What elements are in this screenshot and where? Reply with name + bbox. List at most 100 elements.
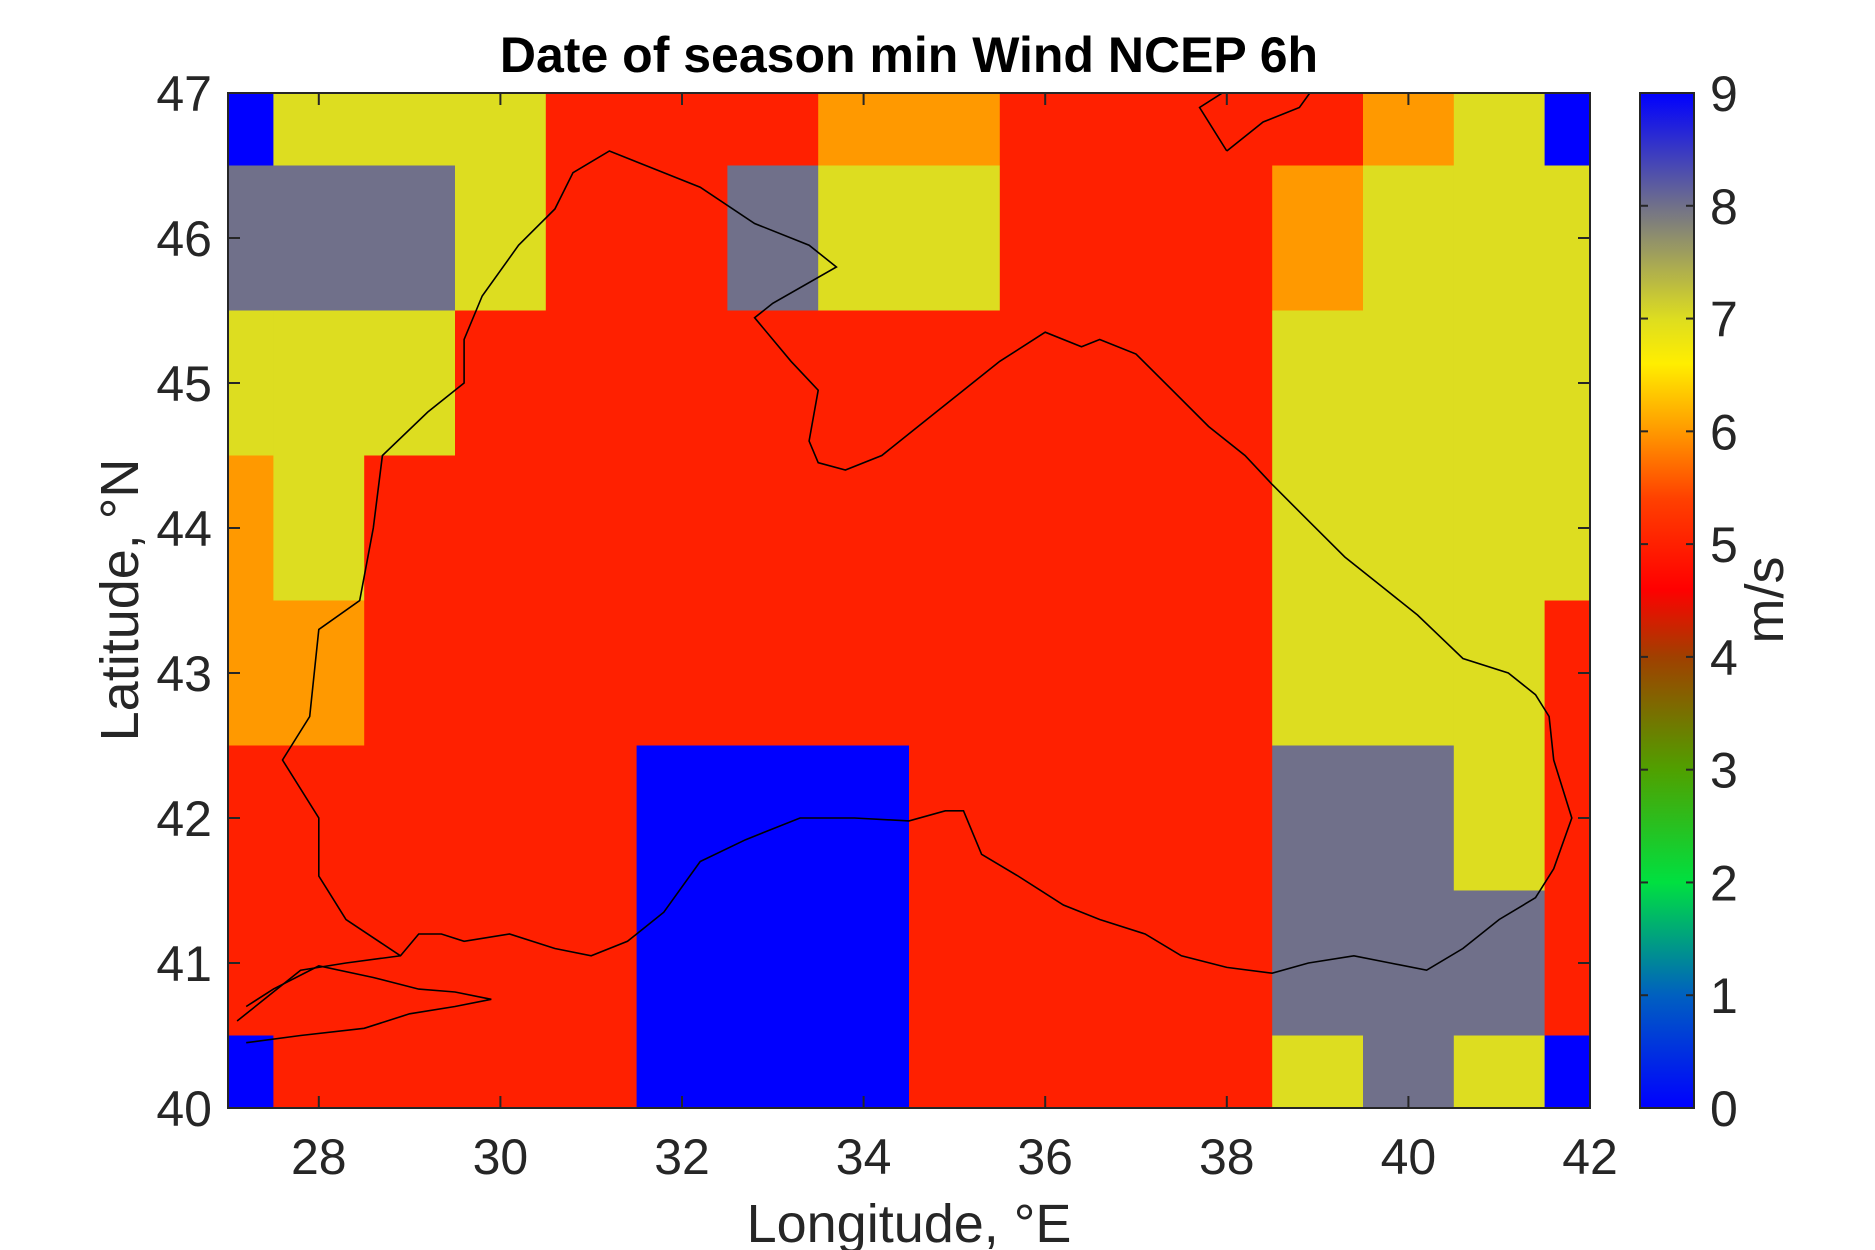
y-tick-label: 42 xyxy=(156,791,212,847)
heatmap-cell xyxy=(545,310,638,457)
heatmap-cell xyxy=(727,310,819,457)
heatmap-cell xyxy=(1090,455,1182,602)
heatmap-cell xyxy=(909,455,1001,602)
heatmap-cell xyxy=(909,310,1001,457)
x-axis-label: Longitude, °E xyxy=(747,1194,1072,1250)
colorbar-tick-label: 1 xyxy=(1710,968,1738,1024)
y-tick-label: 46 xyxy=(156,211,212,267)
heatmap-cell xyxy=(364,890,456,1037)
y-tick-label: 40 xyxy=(156,1081,212,1137)
heatmap-cell xyxy=(1363,745,1455,892)
colorbar-tick-label: 0 xyxy=(1710,1081,1738,1137)
heatmap-cell xyxy=(636,745,728,892)
heatmap-cell xyxy=(228,93,274,167)
heatmap-cell xyxy=(727,600,819,747)
heatmap-cell xyxy=(1272,600,1364,747)
colorbar xyxy=(1639,92,1695,1109)
heatmap-cell xyxy=(545,890,638,1037)
heatmap-cell xyxy=(455,890,547,1037)
colorbar-label: m/s xyxy=(1735,557,1795,644)
heatmap-cell xyxy=(1272,455,1364,602)
heatmap-cell xyxy=(1181,455,1273,602)
heatmap-cell xyxy=(1181,745,1273,892)
heatmap-cell xyxy=(1090,745,1182,892)
heatmap-cell xyxy=(909,1035,1001,1108)
heatmap-cell xyxy=(1363,310,1455,457)
x-tick-label: 42 xyxy=(1562,1129,1618,1185)
x-tick-label: 36 xyxy=(1017,1129,1073,1185)
heatmap-cell xyxy=(909,165,1001,312)
heatmap-cell xyxy=(364,310,456,457)
colorbar-tick-label: 5 xyxy=(1710,517,1738,573)
coastline-path xyxy=(1198,93,1311,152)
heatmap-cell xyxy=(455,600,547,747)
heatmap-cell xyxy=(1453,93,1546,167)
heatmap-cell xyxy=(999,890,1092,1037)
heatmap-cell xyxy=(1453,745,1546,892)
heatmap-cell xyxy=(273,93,365,167)
heatmap-cell xyxy=(1090,890,1182,1037)
colorbar-tick-label: 7 xyxy=(1710,292,1738,348)
heatmap-cell xyxy=(273,1035,365,1108)
heatmap-cell xyxy=(909,600,1001,747)
heatmap-cell xyxy=(818,93,910,167)
y-axis-ticks: 40 41 42 43 44 45 46 47 xyxy=(156,66,1590,1137)
heatmap-cell xyxy=(636,890,728,1037)
heatmap-cell xyxy=(455,1035,547,1108)
heatmap-cell xyxy=(1363,1035,1455,1108)
y-tick-label: 47 xyxy=(156,66,212,122)
heatmap-cell xyxy=(1181,165,1273,312)
heatmap-cell xyxy=(545,165,638,312)
coastline-path xyxy=(236,150,1573,1022)
heatmap-cell xyxy=(1272,745,1364,892)
y-tick-label: 44 xyxy=(156,501,212,557)
heatmap-cell xyxy=(1363,165,1455,312)
heatmap-cell xyxy=(228,1035,274,1108)
x-tick-label: 40 xyxy=(1381,1129,1437,1185)
x-tick-label: 30 xyxy=(473,1129,529,1185)
y-tick-label: 45 xyxy=(156,356,212,412)
x-tick-label: 28 xyxy=(291,1129,347,1185)
heatmap-cell xyxy=(1272,93,1364,167)
heatmap-cell xyxy=(999,310,1092,457)
heatmap-cell xyxy=(545,1035,638,1108)
heatmap-cell xyxy=(999,165,1092,312)
heatmap-cell xyxy=(909,93,1001,167)
heatmap-cell xyxy=(1272,1035,1364,1108)
heatmap-cell xyxy=(364,93,456,167)
heatmap-cell xyxy=(1181,890,1273,1037)
heatmap-cell xyxy=(1453,455,1546,602)
heatmap-cell xyxy=(818,600,910,747)
heatmap-cell xyxy=(364,1035,456,1108)
heatmap-cell xyxy=(545,745,638,892)
heatmap-cell xyxy=(1272,165,1364,312)
heatmap-cells xyxy=(228,93,1590,1108)
heatmap-cell xyxy=(909,890,1001,1037)
heatmap-cell xyxy=(455,93,547,167)
heatmap-cell xyxy=(999,745,1092,892)
heatmap-cell xyxy=(818,890,910,1037)
heatmap-cell xyxy=(727,455,819,602)
heatmap-cell xyxy=(273,455,365,602)
heatmap-cell xyxy=(364,600,456,747)
heatmap-cell xyxy=(727,1035,819,1108)
heatmap-cell xyxy=(364,165,456,312)
y-tick-label: 43 xyxy=(156,646,212,702)
heatmap-cell xyxy=(1181,310,1273,457)
heatmap-cell xyxy=(1272,310,1364,457)
colorbar-tick-label: 3 xyxy=(1710,743,1738,799)
heatmap-cell xyxy=(455,455,547,602)
coastline-path xyxy=(245,965,492,1044)
colorbar-tick-label: 2 xyxy=(1710,855,1738,911)
heatmap-cell xyxy=(636,165,728,312)
heatmap-cell xyxy=(1090,310,1182,457)
heatmap-cell xyxy=(455,165,547,312)
y-tick-label: 41 xyxy=(156,936,212,992)
heatmap-cell xyxy=(727,93,819,167)
heatmap-cell xyxy=(727,890,819,1037)
heatmap-cell xyxy=(1090,93,1182,167)
plot-frame xyxy=(227,92,1591,1109)
x-tick-label: 32 xyxy=(654,1129,710,1185)
heatmap-cell xyxy=(1181,1035,1273,1108)
